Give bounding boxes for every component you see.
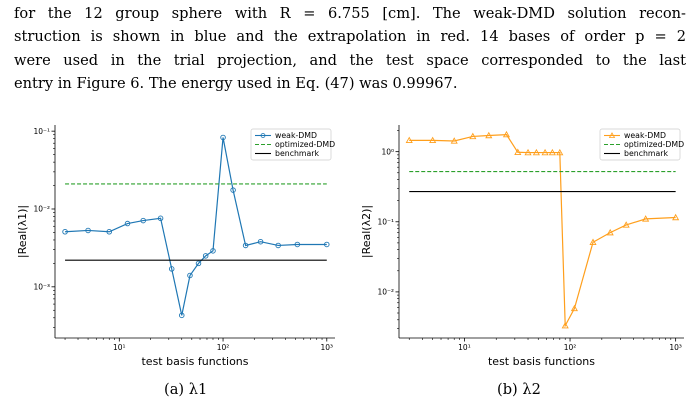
data-point <box>140 217 146 224</box>
y-axis-label: |Real(λ2)| <box>360 205 373 258</box>
data-point <box>469 132 477 140</box>
y-tick-label: 10⁻³ <box>33 282 50 291</box>
y-tick-label: 10⁻¹ <box>33 127 50 136</box>
caption-a: (a) λ1 <box>164 381 208 398</box>
data-point <box>124 220 131 227</box>
legend-label: weak-DMD <box>275 131 317 140</box>
data-point <box>257 238 264 245</box>
data-point <box>230 187 236 193</box>
data-point <box>541 148 549 156</box>
legend-box <box>250 128 332 161</box>
data-point <box>570 304 578 312</box>
x-tick-label: 10¹ <box>113 343 126 352</box>
data-point <box>202 253 209 259</box>
legend-label: optimized-DMD <box>624 140 684 149</box>
data-point <box>168 266 175 272</box>
legend-marker <box>260 133 266 138</box>
x-tick-label: 10² <box>564 343 577 352</box>
data-point <box>405 136 413 144</box>
data-point <box>85 227 91 234</box>
series-line <box>409 134 676 328</box>
data-point <box>514 148 522 155</box>
data-point <box>187 272 193 279</box>
y-tick-label: 10⁻¹ <box>377 217 394 226</box>
data-point <box>106 229 112 235</box>
legend-label: optimized-DMD <box>275 140 335 149</box>
paragraph-line-4: entry in Figure 6. The energy used in Eq… <box>14 75 458 93</box>
data-point <box>532 148 540 156</box>
data-point <box>485 131 493 139</box>
data-point <box>210 248 216 254</box>
legend-label: benchmark <box>275 149 319 158</box>
x-tick-label: 10² <box>217 343 230 352</box>
x-tick-label: 10³ <box>321 343 334 352</box>
legend-label: benchmark <box>624 149 668 158</box>
data-point <box>275 242 281 249</box>
figure-a-chart: 10¹ 10² 10³ 10⁻³ 10⁻² 10⁻¹ test basis function… <box>16 125 335 368</box>
data-point <box>157 215 164 222</box>
data-point <box>429 136 437 144</box>
x-axis-label: test basis functions <box>488 355 595 368</box>
data-point <box>556 148 564 156</box>
data-point <box>642 215 650 222</box>
y-axis-label: |Real(λ1)| <box>16 205 29 258</box>
x-tick-label: 10³ <box>669 343 682 352</box>
data-point <box>548 148 556 156</box>
x-axis-label: test basis functions <box>141 355 248 368</box>
y-tick-label: 10⁻² <box>33 205 50 214</box>
caption-b: (b) λ2 <box>497 381 541 398</box>
data-point <box>294 241 301 248</box>
data-point <box>672 213 680 221</box>
data-point <box>524 148 532 156</box>
data-point <box>561 321 569 329</box>
legend-label: weak-DMD <box>624 131 666 140</box>
data-point <box>242 242 249 249</box>
data-point <box>195 260 202 267</box>
x-tick-label: 10¹ <box>458 343 471 352</box>
data-point <box>62 229 68 235</box>
legend-box <box>599 128 681 161</box>
series-line <box>65 137 327 316</box>
y-tick-label: 10⁻² <box>377 287 394 296</box>
data-point <box>589 238 597 245</box>
data-point <box>220 134 226 141</box>
body-paragraph: for the 12 group sphere with R = 6.755 [… <box>14 2 686 96</box>
data-point <box>622 221 630 228</box>
data-point <box>450 137 458 144</box>
data-point <box>606 228 614 236</box>
data-point <box>179 312 185 319</box>
y-tick-label: 10⁰ <box>381 147 394 156</box>
paragraph-line-3: were used in the trial projection, and t… <box>14 51 686 69</box>
paragraph-line-1: for the 12 group sphere with R = 6.755 [… <box>14 5 686 22</box>
paragraph-line-2: struction is shown in blue and the extra… <box>14 28 686 46</box>
data-point <box>502 130 511 138</box>
legend-marker <box>608 132 616 138</box>
data-point <box>324 241 330 248</box>
